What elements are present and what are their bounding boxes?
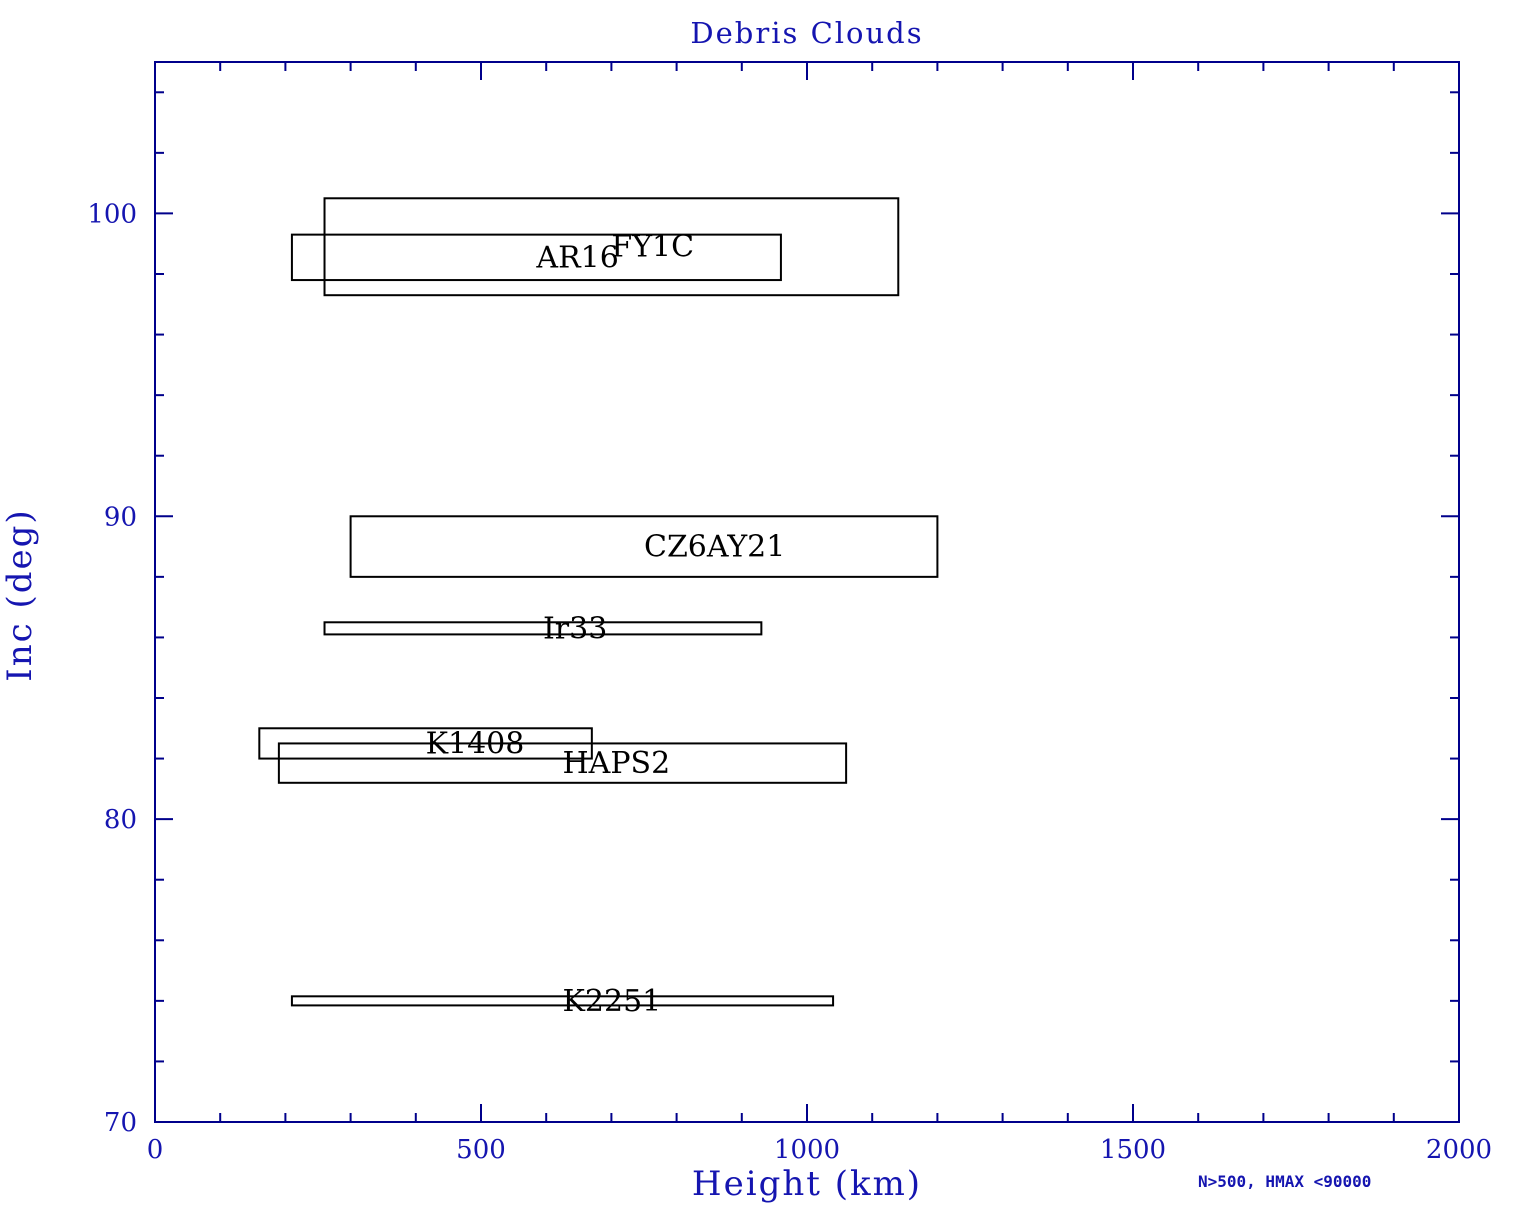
- x-tick-label: 1000: [774, 1135, 840, 1165]
- x-tick-label: 0: [147, 1135, 164, 1165]
- plot-frame: [154, 61, 1460, 1123]
- cloud-label-K2251: K2251: [563, 984, 662, 1019]
- chart-title: Debris Clouds: [690, 16, 924, 50]
- y-tick-label: 90: [104, 502, 137, 532]
- cloud-box-Ir33: [323, 621, 763, 636]
- x-tick-label: 1500: [1100, 1135, 1166, 1165]
- y-tick-label: 80: [104, 805, 137, 835]
- y-tick-label: 70: [104, 1108, 137, 1138]
- filter-annotation: N>500, HMAX <90000: [1198, 1172, 1372, 1191]
- cloud-label-CZ6AY21: CZ6AY21: [644, 530, 785, 565]
- cloud-box-HAPS2: [277, 742, 848, 784]
- cloud-box-FY1C: [323, 197, 900, 297]
- cloud-label-Ir33: Ir33: [543, 611, 607, 646]
- cloud-box-K2251: [290, 995, 835, 1007]
- y-tick-label: 100: [87, 199, 137, 229]
- cloud-box-CZ6AY21: [349, 515, 939, 578]
- y-axis-label: Inc (deg): [0, 508, 40, 682]
- x-tick-label: 2000: [1426, 1135, 1492, 1165]
- cloud-label-AR16: AR16: [535, 240, 618, 275]
- x-tick-label: 500: [456, 1135, 506, 1165]
- cloud-box-AR16: [290, 233, 782, 282]
- x-axis-label: Height (km): [691, 1164, 923, 1204]
- cloud-label-HAPS2: HAPS2: [563, 746, 671, 781]
